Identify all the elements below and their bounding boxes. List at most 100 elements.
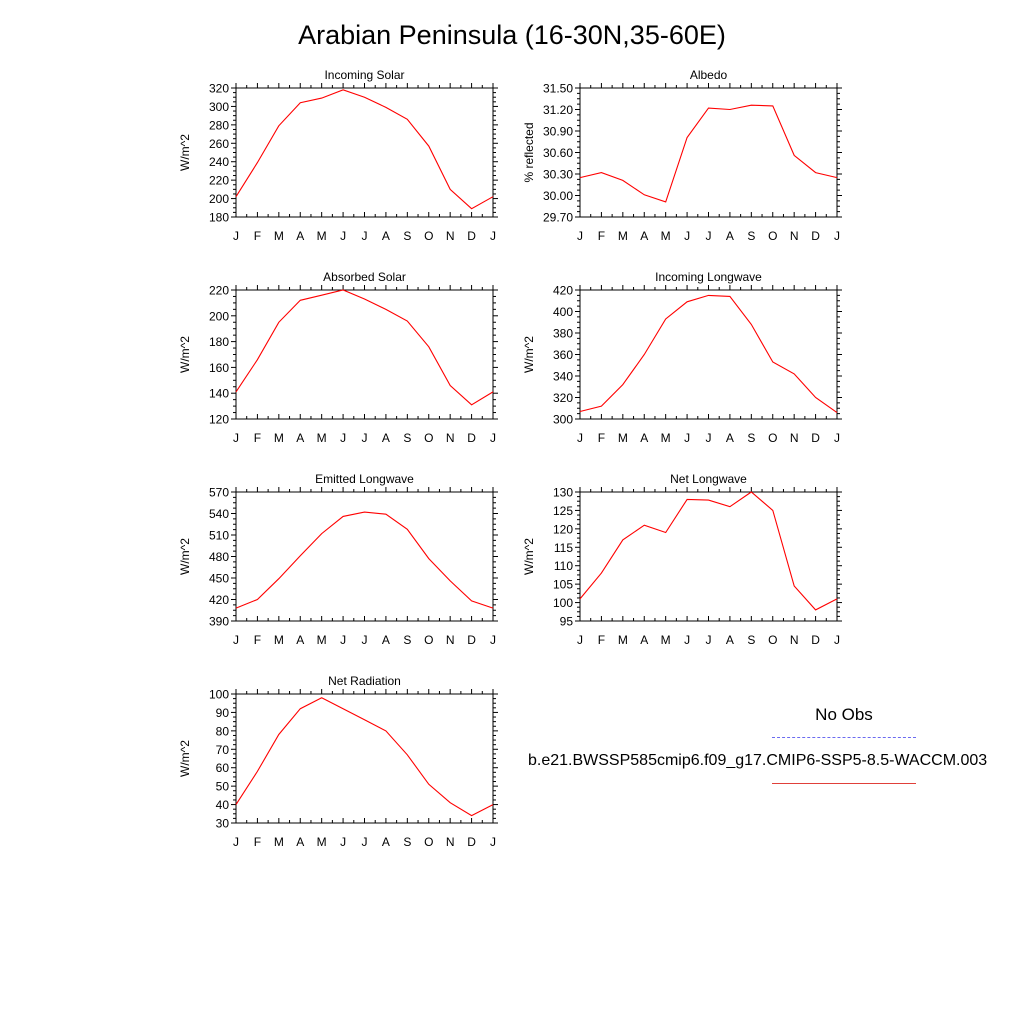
legend-obs-label: No Obs bbox=[815, 705, 873, 724]
incoming-solar-xtick-label: J bbox=[233, 229, 239, 243]
emitted-longwave-ytick-label: 390 bbox=[209, 615, 229, 629]
absorbed-solar-ytick-label: 180 bbox=[209, 335, 229, 349]
incoming-solar-ytick-label: 320 bbox=[209, 82, 229, 96]
incoming-longwave-xtick-label: M bbox=[618, 431, 628, 445]
incoming-solar-xtick-label: D bbox=[467, 229, 476, 243]
incoming-longwave-series-line bbox=[579, 294, 838, 414]
albedo-xtick-label: M bbox=[661, 229, 671, 243]
incoming-longwave-xtick-label: O bbox=[768, 431, 777, 445]
incoming-solar-ytick-label: 300 bbox=[209, 100, 229, 114]
net-longwave-ytick-label: 95 bbox=[560, 615, 574, 629]
absorbed-solar-xtick-label: N bbox=[446, 431, 455, 445]
net-radiation-ytick-label: 50 bbox=[216, 780, 230, 794]
albedo-xtick-label: S bbox=[747, 229, 755, 243]
net-longwave-ytick-label: 125 bbox=[553, 504, 573, 518]
absorbed-solar-ytick-label: 120 bbox=[209, 413, 229, 427]
incoming-solar-ytick-label: 260 bbox=[209, 137, 229, 151]
incoming-solar-ytick-label: 240 bbox=[209, 155, 229, 169]
net-radiation-plot-frame bbox=[235, 693, 494, 824]
incoming-solar-xtick-label: J bbox=[490, 229, 496, 243]
net-longwave-ytick-label: 105 bbox=[553, 578, 573, 592]
emitted-longwave-ytick-label: 510 bbox=[209, 529, 229, 543]
absorbed-solar-series-line bbox=[235, 289, 494, 406]
albedo-ytick-label: 31.50 bbox=[543, 82, 573, 96]
incoming-longwave-ytick-label: 300 bbox=[553, 413, 573, 427]
net-longwave-title: Net Longwave bbox=[670, 472, 747, 486]
net-radiation-xtick-label: S bbox=[403, 835, 411, 849]
net-radiation-xtick-label: F bbox=[254, 835, 261, 849]
emitted-longwave-xtick-label: F bbox=[254, 633, 261, 647]
emitted-longwave-xtick-label: M bbox=[317, 633, 327, 647]
emitted-longwave-xtick-label: A bbox=[296, 633, 304, 647]
incoming-longwave-plot-frame bbox=[579, 289, 838, 420]
emitted-longwave-xtick-label: D bbox=[467, 633, 476, 647]
emitted-longwave-xtick-label: J bbox=[233, 633, 239, 647]
emitted-longwave-xtick-label: S bbox=[403, 633, 411, 647]
net-radiation-ylabel: W/m^2 bbox=[178, 740, 192, 777]
incoming-longwave-xtick-label: M bbox=[661, 431, 671, 445]
incoming-longwave-ytick-label: 380 bbox=[553, 327, 573, 341]
albedo-ylabel: % reflected bbox=[522, 122, 536, 182]
emitted-longwave-ytick-label: 540 bbox=[209, 507, 229, 521]
incoming-solar-xtick-label: A bbox=[296, 229, 304, 243]
absorbed-solar-xtick-label: J bbox=[233, 431, 239, 445]
net-longwave-xtick-label: N bbox=[790, 633, 799, 647]
net-longwave-ytick-label: 110 bbox=[554, 559, 573, 573]
net-radiation-xtick-label: M bbox=[317, 835, 327, 849]
incoming-solar-series-line bbox=[235, 89, 494, 210]
net-radiation-xtick-label: N bbox=[446, 835, 455, 849]
incoming-longwave-xtick-label: D bbox=[811, 431, 820, 445]
incoming-longwave-xtick-label: J bbox=[577, 431, 583, 445]
incoming-solar-ylabel: W/m^2 bbox=[178, 134, 192, 171]
absorbed-solar-xtick-label: J bbox=[340, 431, 346, 445]
albedo-xtick-label: A bbox=[640, 229, 648, 243]
albedo-ytick-label: 30.30 bbox=[543, 168, 573, 182]
incoming-solar-xtick-label: J bbox=[340, 229, 346, 243]
albedo-ytick-label: 31.20 bbox=[543, 103, 573, 117]
incoming-solar-xtick-label: S bbox=[403, 229, 411, 243]
emitted-longwave-xtick-label: N bbox=[446, 633, 455, 647]
net-radiation-ytick-label: 80 bbox=[216, 724, 230, 738]
emitted-longwave-title: Emitted Longwave bbox=[315, 472, 414, 486]
incoming-solar-xtick-label: J bbox=[362, 229, 368, 243]
incoming-longwave-title: Incoming Longwave bbox=[655, 270, 762, 284]
net-longwave-ytick-label: 130 bbox=[553, 486, 573, 500]
absorbed-solar-xtick-label: A bbox=[296, 431, 304, 445]
incoming-solar-ytick-label: 280 bbox=[209, 118, 229, 132]
net-longwave-xtick-label: F bbox=[598, 633, 605, 647]
absorbed-solar-plot-frame bbox=[235, 289, 494, 420]
incoming-solar-plot-frame bbox=[235, 87, 494, 218]
absorbed-solar-ylabel: W/m^2 bbox=[178, 336, 192, 373]
net-longwave-xtick-label: A bbox=[726, 633, 734, 647]
net-radiation-xtick-label: A bbox=[296, 835, 304, 849]
emitted-longwave-xtick-label: J bbox=[490, 633, 496, 647]
absorbed-solar-xtick-label: D bbox=[467, 431, 476, 445]
net-longwave-xtick-label: J bbox=[706, 633, 712, 647]
net-radiation-series-line bbox=[235, 697, 494, 817]
incoming-longwave-ytick-label: 360 bbox=[553, 348, 573, 362]
incoming-longwave-ytick-label: 420 bbox=[553, 284, 573, 298]
incoming-longwave-xtick-label: S bbox=[747, 431, 755, 445]
albedo-ytick-label: 30.60 bbox=[543, 146, 573, 160]
incoming-solar-xtick-label: M bbox=[317, 229, 327, 243]
net-radiation-ytick-label: 70 bbox=[216, 743, 230, 757]
incoming-longwave-ylabel: W/m^2 bbox=[522, 336, 536, 373]
albedo-series-line bbox=[579, 104, 838, 203]
net-longwave-xtick-label: J bbox=[834, 633, 840, 647]
net-radiation-ytick-label: 30 bbox=[216, 817, 230, 831]
net-longwave-xtick-label: A bbox=[640, 633, 648, 647]
legend-obs-line bbox=[772, 737, 916, 738]
net-longwave-xtick-label: M bbox=[618, 633, 628, 647]
emitted-longwave-ytick-label: 570 bbox=[209, 486, 229, 500]
emitted-longwave-xtick-label: A bbox=[382, 633, 390, 647]
net-longwave-xtick-label: M bbox=[661, 633, 671, 647]
emitted-longwave-ylabel: W/m^2 bbox=[178, 538, 192, 575]
absorbed-solar-xtick-label: S bbox=[403, 431, 411, 445]
incoming-solar-xtick-label: M bbox=[274, 229, 284, 243]
